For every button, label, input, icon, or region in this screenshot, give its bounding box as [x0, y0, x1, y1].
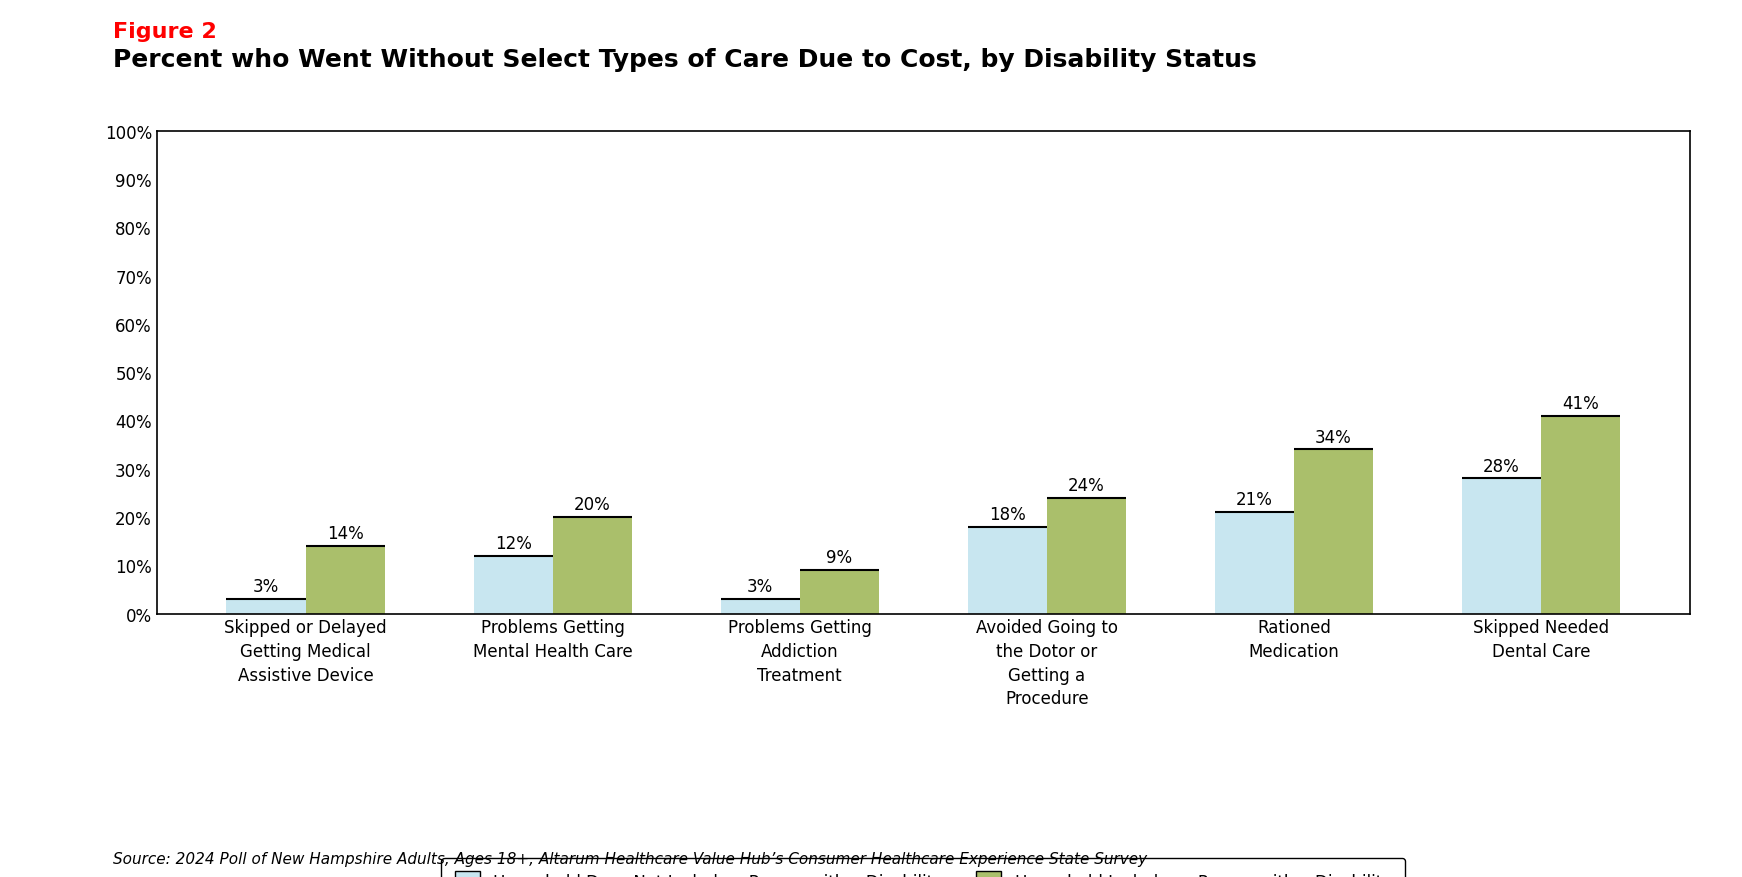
Text: Source: 2024 Poll of New Hampshire Adults, Ages 18+, Altarum Healthcare Value Hu: Source: 2024 Poll of New Hampshire Adult… — [113, 852, 1148, 866]
Text: Percent who Went Without Select Types of Care Due to Cost, by Disability Status: Percent who Went Without Select Types of… — [113, 48, 1258, 72]
Text: 9%: 9% — [826, 549, 852, 567]
Bar — [1214, 512, 1294, 614]
Bar — [1294, 450, 1373, 614]
Bar — [721, 600, 800, 614]
Text: 18%: 18% — [989, 505, 1026, 524]
Text: 3%: 3% — [253, 578, 279, 595]
Bar — [1047, 498, 1125, 614]
Bar — [226, 600, 305, 614]
Legend: Household Does Not Include a Person with a Disability, Household Includes a Pers: Household Does Not Include a Person with… — [441, 858, 1406, 877]
Text: 28%: 28% — [1482, 457, 1519, 475]
Bar — [1462, 479, 1542, 614]
Bar — [305, 546, 385, 614]
Text: 12%: 12% — [495, 534, 531, 553]
Text: 20%: 20% — [573, 496, 610, 514]
Text: 21%: 21% — [1235, 491, 1273, 509]
Bar — [969, 527, 1047, 614]
Text: Figure 2: Figure 2 — [113, 22, 218, 42]
Text: 24%: 24% — [1068, 476, 1104, 495]
Text: 34%: 34% — [1315, 428, 1352, 446]
Bar — [474, 556, 552, 614]
Text: 41%: 41% — [1563, 395, 1599, 412]
Text: 3%: 3% — [747, 578, 773, 595]
Text: 14%: 14% — [327, 524, 364, 543]
Bar — [1542, 417, 1620, 614]
Bar — [800, 570, 878, 614]
Bar — [552, 517, 632, 614]
